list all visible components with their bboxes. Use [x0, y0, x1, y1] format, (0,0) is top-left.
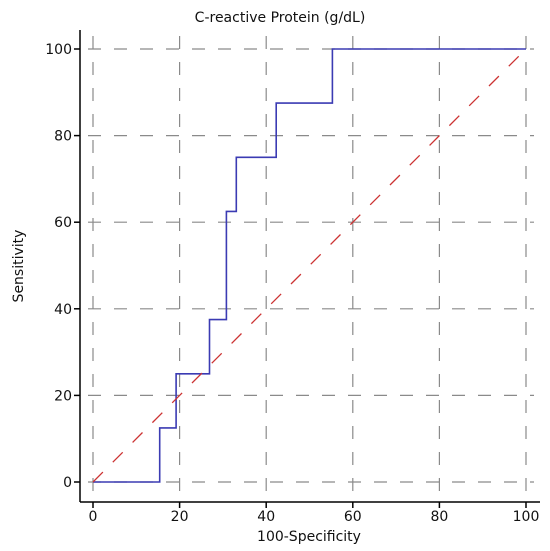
x-tick-label: 20: [171, 509, 189, 525]
tick-labels: 0 20 40 60 80 100 0 20 40 60 80 100: [45, 42, 539, 525]
x-tick-label: 40: [257, 509, 275, 525]
reference-diagonal-line: [92, 48, 527, 483]
x-tick-label: 80: [430, 509, 448, 525]
x-tick-label: 60: [344, 509, 362, 525]
y-tick-label: 40: [54, 302, 72, 318]
y-tick-label: 80: [54, 129, 72, 145]
y-tick-label: 20: [54, 388, 72, 404]
roc-curve-line: [93, 48, 526, 483]
grid: [88, 36, 534, 494]
y-axis-title: Sensitivity: [11, 230, 27, 303]
x-tick-label: 0: [89, 509, 98, 525]
y-tick-label: 0: [63, 475, 72, 491]
axes: [74, 30, 540, 508]
y-tick-label: 60: [54, 215, 72, 231]
x-tick-label: 100: [513, 509, 540, 525]
y-tick-label: 100: [45, 42, 72, 58]
chart-title: C-reactive Protein (g/dL): [195, 10, 366, 26]
plot-series: [92, 48, 527, 483]
x-axis-title: 100-Specificity: [257, 529, 361, 545]
